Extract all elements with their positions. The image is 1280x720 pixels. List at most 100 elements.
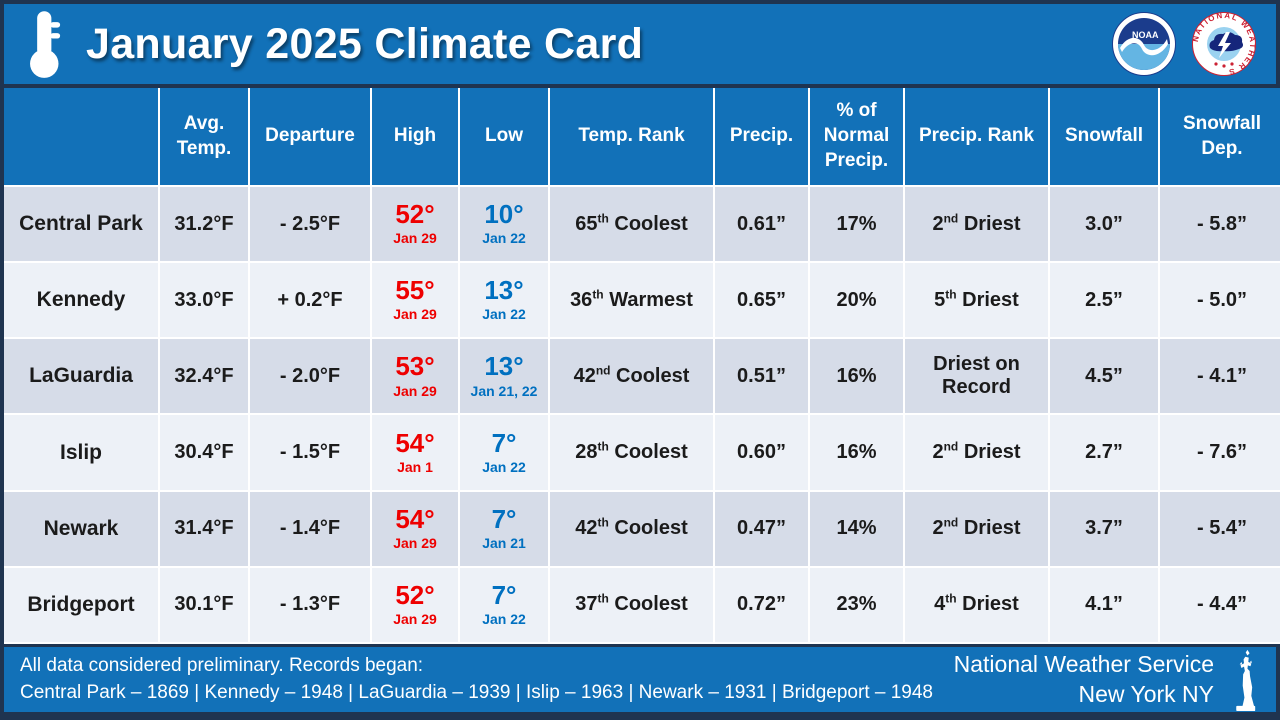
title-bar: January 2025 Climate Card NOAA NATIONAL … bbox=[4, 4, 1276, 88]
footer-bar: All data considered preliminary. Records… bbox=[4, 644, 1276, 712]
low-temp-date: Jan 22 bbox=[482, 230, 526, 247]
snowfall-dep-cell: - 7.6” bbox=[1158, 413, 1280, 492]
col-header-low: Low bbox=[458, 88, 550, 187]
station-name: LaGuardia bbox=[4, 337, 160, 416]
snowfall-dep-cell: - 5.4” bbox=[1158, 489, 1280, 568]
snowfall-dep-cell: - 5.8” bbox=[1158, 184, 1280, 264]
high-temp-cell: 52° Jan 29 bbox=[370, 565, 460, 645]
precip-cell: 0.72” bbox=[713, 565, 810, 645]
temp-rank-cell: 28th Coolest bbox=[548, 413, 715, 492]
table-row-central-park: Central Park 31.2°F - 2.5°F 52° Jan 29 1… bbox=[4, 184, 1280, 264]
low-temp-cell: 13° Jan 22 bbox=[458, 261, 550, 340]
precip-cell: 0.47” bbox=[713, 489, 810, 568]
departure-cell: + 0.2°F bbox=[248, 261, 372, 340]
table-row-kennedy: Kennedy 33.0°F + 0.2°F 55° Jan 29 13° Ja… bbox=[4, 261, 1280, 340]
high-temp-date: Jan 29 bbox=[393, 230, 437, 247]
table-row-laguardia: LaGuardia 32.4°F - 2.0°F 53° Jan 29 13° … bbox=[4, 337, 1280, 416]
low-temp-date: Jan 22 bbox=[482, 458, 526, 475]
high-temp-value: 54° bbox=[395, 427, 435, 458]
low-temp-cell: 7° Jan 22 bbox=[458, 413, 550, 492]
col-header-snowfall: Snowfall bbox=[1048, 88, 1160, 187]
temp-rank-cell: 42th Coolest bbox=[548, 489, 715, 568]
high-temp-value: 52° bbox=[395, 199, 435, 230]
pct-normal-precip-cell: 16% bbox=[808, 337, 905, 416]
col-header-precip-rank: Precip. Rank bbox=[903, 88, 1050, 187]
low-temp-date: Jan 22 bbox=[482, 306, 526, 323]
col-header-station bbox=[4, 88, 160, 187]
footer-records-began: Central Park – 1869 | Kennedy – 1948 | L… bbox=[20, 681, 934, 703]
org-location: New York NY bbox=[1078, 680, 1214, 707]
avg-temp-cell: 31.4°F bbox=[158, 489, 250, 568]
org-name: National Weather Service bbox=[953, 650, 1214, 677]
precip-rank-cell: 2nd Driest bbox=[903, 413, 1050, 492]
temp-rank-cell: 65th Coolest bbox=[548, 184, 715, 264]
precip-rank-cell: Driest on Record bbox=[903, 337, 1050, 416]
footer-preliminary-note: All data considered preliminary. Records… bbox=[20, 654, 424, 676]
snowfall-cell: 3.7” bbox=[1048, 489, 1160, 568]
footer-org: National Weather Service New York NY bbox=[954, 649, 1260, 711]
avg-temp-cell: 31.2°F bbox=[158, 184, 250, 264]
pct-normal-precip-cell: 17% bbox=[808, 184, 905, 264]
avg-temp-cell: 30.4°F bbox=[158, 413, 250, 492]
high-temp-date: Jan 1 bbox=[397, 458, 433, 475]
statue-of-liberty-icon bbox=[1236, 649, 1256, 711]
snowfall-dep-cell: - 5.0” bbox=[1158, 261, 1280, 340]
nws-logo-icon: NATIONAL WEATHER SERVICE bbox=[1192, 12, 1256, 76]
col-header-high: High bbox=[370, 88, 460, 187]
high-temp-value: 52° bbox=[395, 579, 435, 610]
col-header-departure: Departure bbox=[248, 88, 372, 187]
precip-cell: 0.51” bbox=[713, 337, 810, 416]
table-header-row: Avg. Temp. Departure High Low Temp. Rank… bbox=[4, 88, 1280, 187]
pct-normal-precip-cell: 14% bbox=[808, 489, 905, 568]
low-temp-date: Jan 21 bbox=[482, 534, 526, 551]
noaa-logo-icon: NOAA bbox=[1112, 12, 1176, 76]
high-temp-cell: 55° Jan 29 bbox=[370, 261, 460, 340]
table-row-bridgeport: Bridgeport 30.1°F - 1.3°F 52° Jan 29 7° … bbox=[4, 565, 1280, 645]
low-temp-value: 13° bbox=[484, 275, 524, 306]
low-temp-value: 7° bbox=[491, 427, 517, 458]
low-temp-cell: 13° Jan 21, 22 bbox=[458, 337, 550, 416]
departure-cell: - 2.0°F bbox=[248, 337, 372, 416]
low-temp-value: 7° bbox=[491, 579, 517, 610]
avg-temp-cell: 30.1°F bbox=[158, 565, 250, 645]
precip-cell: 0.65” bbox=[713, 261, 810, 340]
col-header-snowfall-dep: Snowfall Dep. bbox=[1158, 88, 1280, 187]
precip-rank-cell: 5th Driest bbox=[903, 261, 1050, 340]
precip-rank-cell: 4th Driest bbox=[903, 565, 1050, 645]
high-temp-cell: 54° Jan 1 bbox=[370, 413, 460, 492]
snowfall-dep-cell: - 4.1” bbox=[1158, 337, 1280, 416]
avg-temp-cell: 32.4°F bbox=[158, 337, 250, 416]
precip-cell: 0.60” bbox=[713, 413, 810, 492]
page-title: January 2025 Climate Card bbox=[86, 19, 644, 68]
pct-normal-precip-cell: 20% bbox=[808, 261, 905, 340]
high-temp-date: Jan 29 bbox=[393, 382, 437, 399]
station-name: Kennedy bbox=[4, 261, 160, 340]
low-temp-cell: 10° Jan 22 bbox=[458, 184, 550, 264]
low-temp-value: 10° bbox=[484, 199, 524, 230]
station-name: Central Park bbox=[4, 184, 160, 264]
departure-cell: - 1.4°F bbox=[248, 489, 372, 568]
snowfall-cell: 2.5” bbox=[1048, 261, 1160, 340]
high-temp-date: Jan 29 bbox=[393, 534, 437, 551]
high-temp-cell: 52° Jan 29 bbox=[370, 184, 460, 264]
climate-table-container: Avg. Temp. Departure High Low Temp. Rank… bbox=[4, 88, 1280, 645]
snowfall-cell: 2.7” bbox=[1048, 413, 1160, 492]
low-temp-cell: 7° Jan 22 bbox=[458, 565, 550, 645]
snowfall-cell: 3.0” bbox=[1048, 184, 1160, 264]
pct-normal-precip-cell: 23% bbox=[808, 565, 905, 645]
high-temp-value: 53° bbox=[395, 351, 435, 382]
col-header-precip: Precip. bbox=[713, 88, 810, 187]
high-temp-cell: 53° Jan 29 bbox=[370, 337, 460, 416]
high-temp-cell: 54° Jan 29 bbox=[370, 489, 460, 568]
snowfall-cell: 4.1” bbox=[1048, 565, 1160, 645]
departure-cell: - 2.5°F bbox=[248, 184, 372, 264]
col-header-temp-rank: Temp. Rank bbox=[548, 88, 715, 187]
avg-temp-cell: 33.0°F bbox=[158, 261, 250, 340]
climate-table: Avg. Temp. Departure High Low Temp. Rank… bbox=[4, 88, 1280, 645]
col-header-pct-normal-precip: % of Normal Precip. bbox=[808, 88, 905, 187]
departure-cell: - 1.3°F bbox=[248, 565, 372, 645]
high-temp-date: Jan 29 bbox=[393, 306, 437, 323]
low-temp-date: Jan 21, 22 bbox=[470, 382, 538, 399]
station-name: Bridgeport bbox=[4, 565, 160, 645]
